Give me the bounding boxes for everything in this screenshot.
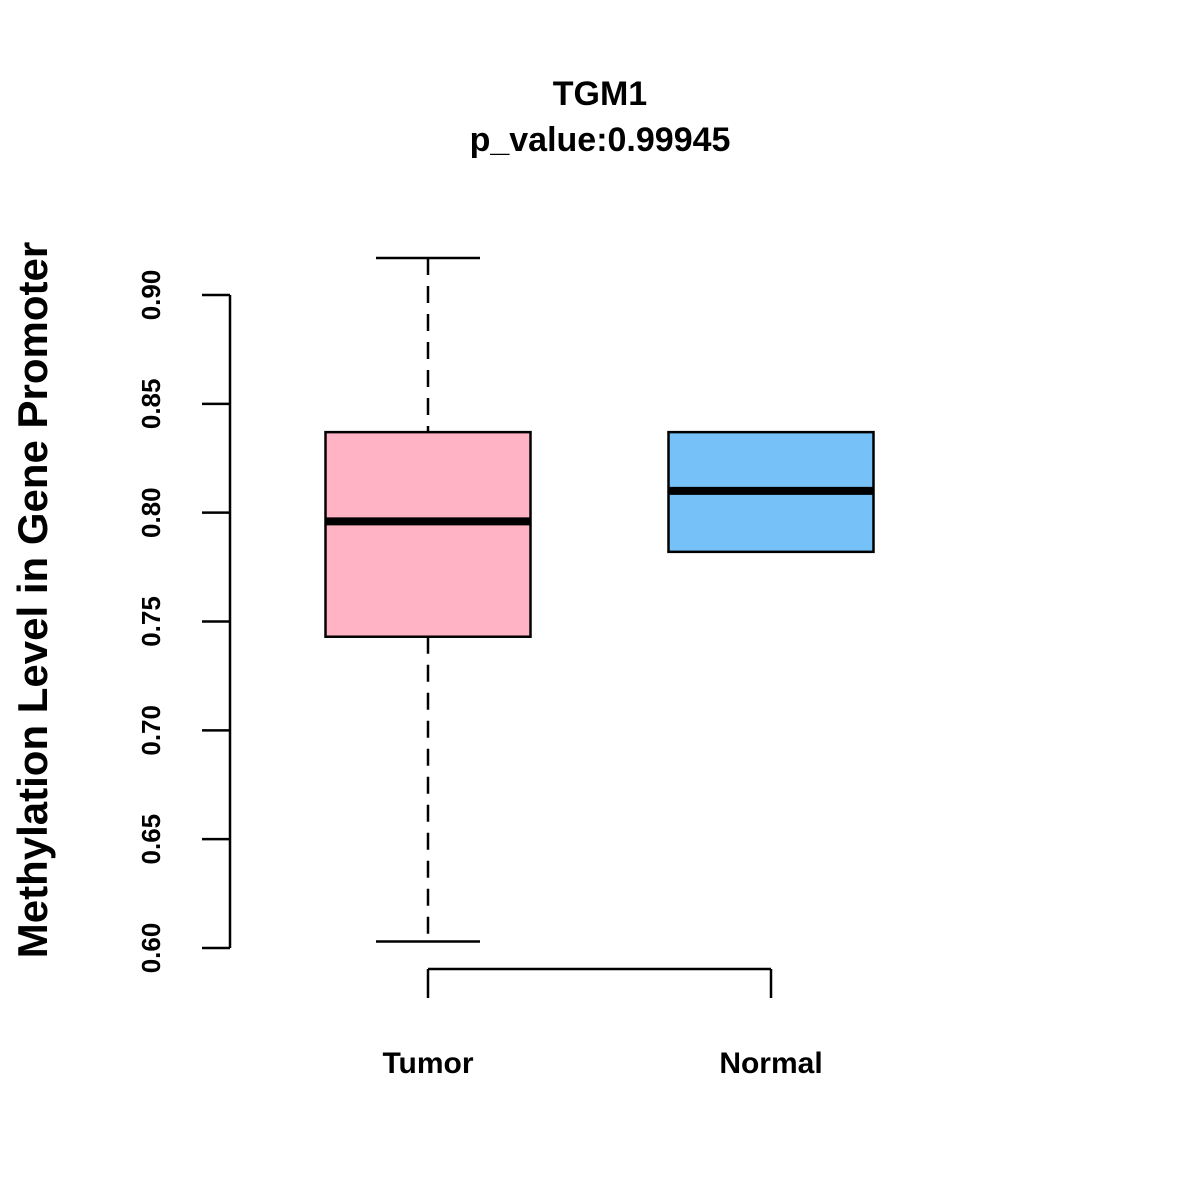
y-tick-label: 0.85 (136, 379, 166, 430)
y-tick-label: 0.60 (136, 923, 166, 974)
y-axis-label: Methylation Level in Gene Promoter (9, 242, 56, 958)
box-iqr (324, 430, 532, 638)
y-tick-label: 0.80 (136, 487, 166, 538)
x-axis: Tumor Normal (382, 967, 823, 1080)
y-axis: 0.60 0.65 0.70 0.75 0.80 0.85 0.90 (136, 270, 232, 974)
x-tick-label: Tumor (382, 1047, 473, 1080)
y-tick-label: 0.75 (136, 596, 166, 647)
y-tick-label: 0.90 (136, 270, 166, 321)
x-tick-label: Normal (719, 1047, 822, 1080)
box-normal (667, 430, 875, 554)
chart-subtitle: p_value:0.99945 (470, 121, 731, 159)
y-tick-label: 0.65 (136, 814, 166, 865)
chart-title: TGM1 (553, 75, 647, 113)
boxes (324, 256, 875, 943)
y-tick-label: 0.70 (136, 705, 166, 756)
box-tumor (324, 256, 532, 943)
